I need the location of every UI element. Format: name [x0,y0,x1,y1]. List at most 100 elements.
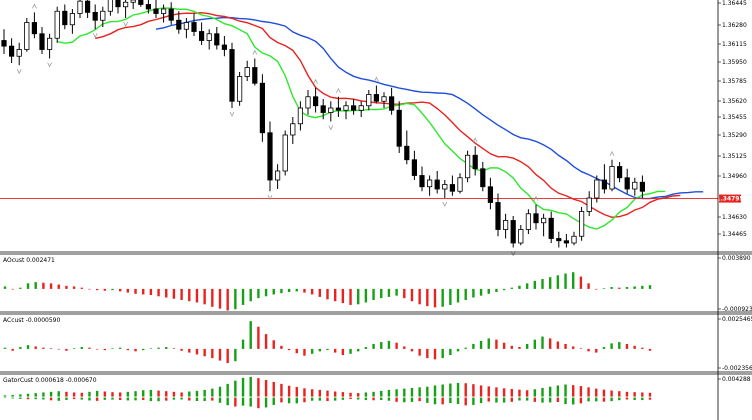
candle-body[interactable] [487,186,494,203]
candle-body[interactable] [525,213,532,230]
candle-body[interactable] [335,107,342,111]
histogram-bar [418,387,421,397]
candle-body[interactable] [236,76,243,102]
candle-body[interactable] [442,184,448,190]
candle-body[interactable] [1,40,7,47]
candle-body[interactable] [563,240,570,244]
candle-body[interactable] [54,10,60,39]
candle-body[interactable] [176,19,182,30]
candle-body[interactable] [617,166,623,179]
histogram-bar [564,397,567,405]
candle-body[interactable] [267,132,273,181]
candle-body[interactable] [221,44,227,50]
candle-body[interactable] [556,238,562,242]
candle-body[interactable] [609,166,615,190]
candle-body[interactable] [145,4,151,10]
candle-body[interactable] [358,105,364,111]
candle-body[interactable] [639,181,646,192]
histogram-bar [118,347,122,349]
candle-body[interactable] [411,159,418,176]
candle-body[interactable] [92,11,98,21]
candle-body[interactable] [100,10,106,21]
candle-body[interactable] [533,213,539,224]
histogram-bar [648,348,652,351]
candle-body[interactable] [396,109,402,147]
candle-body[interactable] [495,202,501,230]
candle-body[interactable] [252,67,258,84]
candle-body[interactable] [571,235,577,244]
candle-body[interactable] [472,154,478,170]
candle-body[interactable] [39,33,45,50]
candle-body[interactable] [107,0,113,12]
candle-body[interactable] [449,184,456,192]
histogram-bar [349,348,352,354]
candle-body[interactable] [130,0,136,3]
candle-body[interactable] [480,168,486,188]
histogram-bar [280,397,283,403]
histogram-bar [426,397,429,403]
candle-body[interactable] [138,0,144,5]
candle-body[interactable] [328,107,334,113]
candle-body[interactable] [214,33,220,46]
candle-body[interactable] [373,94,380,102]
candle-body[interactable] [85,0,91,13]
histogram-bar [472,343,475,349]
candle-body[interactable] [350,105,357,111]
candle-body[interactable] [160,8,167,14]
candle-body[interactable] [47,37,53,50]
candle-body[interactable] [206,33,212,41]
histogram-bar [264,380,268,397]
candle-body[interactable] [502,220,509,230]
candle-body[interactable] [594,179,600,199]
candle-body[interactable] [541,217,547,224]
candle-body[interactable] [183,22,189,30]
histogram-bar [449,288,452,305]
candle-body[interactable] [168,8,174,21]
candle-body[interactable] [579,211,585,237]
candle-body[interactable] [381,96,387,102]
candle-body[interactable] [404,145,410,161]
candle-body[interactable] [320,105,326,113]
ac-indicator-pane[interactable]: ACcust -0.0000590 0.0025465 -0.0023561 [3,316,752,372]
candle-body[interactable] [282,134,288,172]
candle-body[interactable] [123,1,129,8]
candle-body[interactable] [198,31,205,41]
candle-body[interactable] [632,181,638,190]
candle-body[interactable] [434,179,440,190]
candle-body[interactable] [69,13,75,26]
candle-body[interactable] [518,229,524,244]
candle-body[interactable] [426,179,433,188]
candle-body[interactable] [62,10,68,26]
candle-body[interactable] [305,96,311,109]
main-price-pane[interactable]: 1.36445 1.36280 1.36115 1.35950 1.35785 1.356… [0,0,747,257]
candle-body[interactable] [244,67,250,77]
candle-body[interactable] [77,0,83,14]
candle-body[interactable] [259,82,266,134]
candle-body[interactable] [586,197,592,212]
candle-body[interactable] [31,22,38,35]
candle-body[interactable] [312,96,319,107]
candle-body[interactable] [297,107,304,125]
candle-body[interactable] [229,49,235,102]
candle-body[interactable] [548,217,554,239]
candle-body[interactable] [274,170,281,181]
candle-body[interactable] [464,154,471,179]
candle-body[interactable] [343,105,349,111]
candle-body[interactable] [290,123,296,136]
candle-body[interactable] [366,94,372,107]
candle-body[interactable] [510,220,516,244]
ao-indicator-pane[interactable]: AOcust 0.002471 0.003890 -0.000923 [3,255,752,313]
candle-body[interactable] [601,179,608,190]
candle-body[interactable] [24,22,30,50]
candle-body[interactable] [115,0,121,8]
candle-body[interactable] [624,177,630,190]
candle-body[interactable] [8,45,15,57]
gator-indicator-pane[interactable]: GatorCust 0.000618 -0.000670 0.004288 [3,376,751,409]
candle-body[interactable] [388,96,395,111]
candle-body[interactable] [419,175,425,188]
candle-body[interactable] [153,8,159,14]
candle-body[interactable] [191,22,197,32]
candle-body[interactable] [16,49,22,57]
candle-body[interactable] [457,177,463,192]
